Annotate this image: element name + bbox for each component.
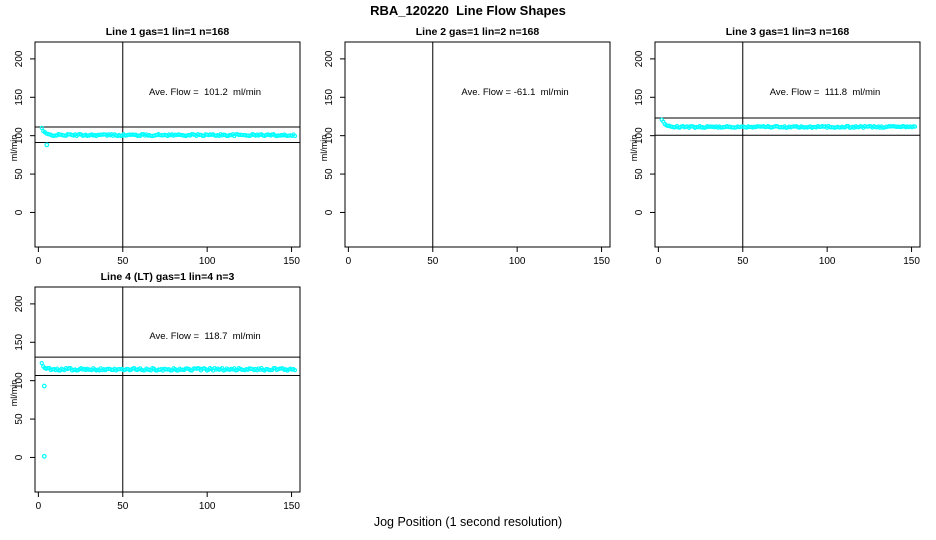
svg-text:50: 50 <box>117 501 129 512</box>
plot-canvas: 0 50 100 150 0 50 100 150 200 <box>634 41 921 267</box>
svg-text:50: 50 <box>14 168 25 180</box>
reference-lines <box>655 42 920 247</box>
axis-ticks: 0 50 100 150 0 50 100 150 200 <box>324 50 610 267</box>
panel-line-3: Line 3 gas=1 lin=3 n=168 ml/min 0 50 100 15… <box>625 26 926 273</box>
plot-box <box>34 41 301 248</box>
svg-text:50: 50 <box>324 168 335 180</box>
svg-text:150: 150 <box>903 256 920 267</box>
svg-text:0: 0 <box>656 256 662 267</box>
svg-text:100: 100 <box>199 256 216 267</box>
svg-text:150: 150 <box>593 256 610 267</box>
figure-title: RBA_120220 Line Flow Shapes <box>370 3 566 18</box>
data-points <box>659 117 918 130</box>
svg-text:0: 0 <box>36 501 42 512</box>
plot-canvas: 0 50 100 150 0 50 100 150 200 <box>14 286 301 512</box>
panel-title: Line 1 gas=1 lin=1 n=168 <box>105 26 230 38</box>
svg-text:100: 100 <box>14 372 25 389</box>
svg-text:50: 50 <box>634 168 645 180</box>
plot-box <box>344 41 611 248</box>
svg-text:50: 50 <box>14 413 25 425</box>
svg-text:200: 200 <box>14 295 25 312</box>
svg-text:150: 150 <box>283 501 300 512</box>
axis-ticks: 0 50 100 150 0 50 100 150 200 <box>14 50 300 267</box>
svg-text:150: 150 <box>324 89 335 106</box>
ave-flow-annotation: Ave. Flow = 101.2 ml/min <box>148 87 262 98</box>
panel-title: Line 3 gas=1 lin=3 n=168 <box>725 26 850 38</box>
panel-title: Line 4 (LT) gas=1 lin=4 n=3 <box>100 271 235 283</box>
svg-text:0: 0 <box>346 256 352 267</box>
svg-text:50: 50 <box>427 256 439 267</box>
panel-line-4: Line 4 (LT) gas=1 lin=4 n=3 ml/min 0 50 10… <box>5 271 306 518</box>
svg-text:150: 150 <box>14 89 25 106</box>
svg-text:150: 150 <box>283 256 300 267</box>
svg-text:100: 100 <box>509 256 526 267</box>
svg-text:200: 200 <box>324 50 335 67</box>
svg-text:150: 150 <box>14 334 25 351</box>
svg-text:0: 0 <box>634 209 645 215</box>
plot-canvas: 0 50 100 150 0 50 100 150 200 <box>14 41 301 267</box>
svg-text:0: 0 <box>14 209 25 215</box>
svg-text:100: 100 <box>324 127 335 144</box>
axis-ticks: 0 50 100 150 0 50 100 150 200 <box>14 295 300 512</box>
panel-title: Line 2 gas=1 lin=2 n=168 <box>415 26 540 38</box>
axis-ticks: 0 50 100 150 0 50 100 150 200 <box>634 50 920 267</box>
svg-text:0: 0 <box>36 256 42 267</box>
svg-text:50: 50 <box>737 256 749 267</box>
plot-box <box>654 41 921 248</box>
reference-lines <box>35 287 300 492</box>
data-points <box>39 125 298 148</box>
svg-text:0: 0 <box>324 209 335 215</box>
reference-lines <box>35 42 300 247</box>
svg-text:50: 50 <box>117 256 129 267</box>
svg-text:100: 100 <box>634 127 645 144</box>
ave-flow-annotation: Ave. Flow = 118.7 ml/min <box>149 331 261 342</box>
svg-text:100: 100 <box>14 127 25 144</box>
data-points <box>39 360 298 459</box>
plot-box <box>34 286 301 493</box>
svg-text:0: 0 <box>14 454 25 460</box>
plot-canvas: 0 50 100 150 0 50 100 150 200 <box>324 41 611 267</box>
ave-flow-annotation: Ave. Flow = 111.8 ml/min <box>769 87 881 98</box>
svg-text:150: 150 <box>634 89 645 106</box>
panel-line-1: Line 1 gas=1 lin=1 n=168 ml/min 0 50 100 15… <box>5 26 306 273</box>
svg-text:100: 100 <box>819 256 836 267</box>
svg-text:200: 200 <box>14 50 25 67</box>
panel-line-2: Line 2 gas=1 lin=2 n=168 ml/min 0 50 100 15… <box>315 26 616 273</box>
x-axis-outer-label: Jog Position (1 second resolution) <box>373 515 563 529</box>
ave-flow-annotation: Ave. Flow = -61.1 ml/min <box>461 87 569 98</box>
svg-text:200: 200 <box>634 50 645 67</box>
svg-text:100: 100 <box>199 501 216 512</box>
